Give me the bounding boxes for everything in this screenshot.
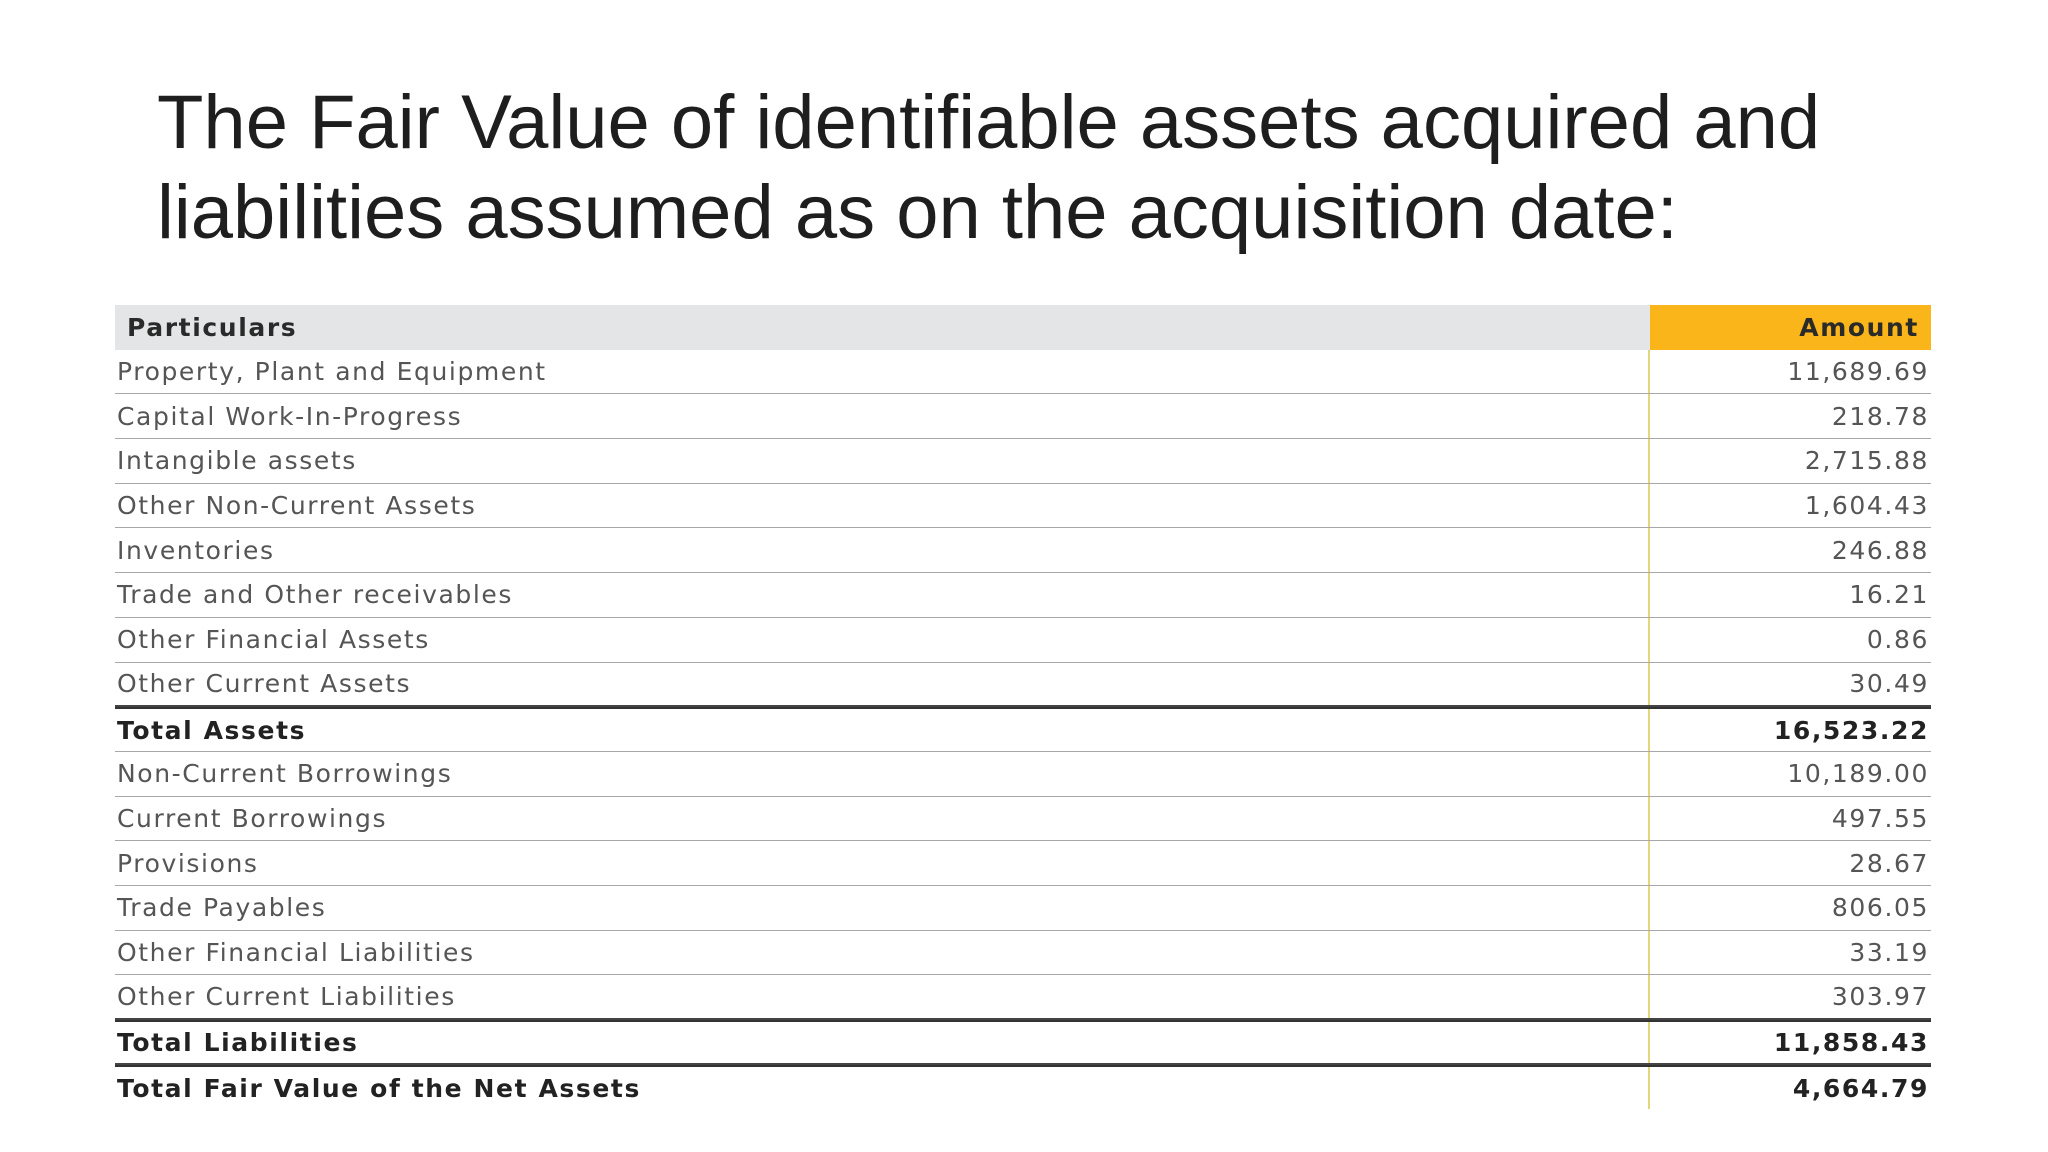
row-label: Total Fair Value of the Net Assets — [115, 1066, 1650, 1110]
table-row: Trade and Other receivables 16.21 — [115, 573, 1931, 618]
row-label: Trade Payables — [115, 885, 1650, 930]
row-label: Current Borrowings — [115, 796, 1650, 841]
table-row: Other Financial Liabilities 33.19 — [115, 930, 1931, 976]
row-label: Total Assets — [115, 709, 1650, 751]
table-row: Other Non-Current Assets 1,604.43 — [115, 483, 1931, 529]
row-label: Other Financial Liabilities — [115, 930, 1650, 975]
row-label: Total Liabilities — [115, 1022, 1650, 1063]
slide-title: The Fair Value of identifiable assets ac… — [157, 78, 1957, 258]
table-row: Non-Current Borrowings 10,189.00 — [115, 751, 1931, 797]
header-amount: Amount — [1650, 305, 1931, 350]
row-amount: 497.55 — [1831, 803, 1929, 833]
row-label: Intangible assets — [115, 439, 1650, 483]
row-amount: 16,523.22 — [1773, 715, 1929, 745]
table-row: Inventories 246.88 — [115, 528, 1931, 574]
row-amount: 16.21 — [1849, 580, 1929, 610]
table-row: Other Current Assets 30.49 — [115, 662, 1931, 708]
row-amount: 218.78 — [1831, 401, 1929, 431]
row-amount: 2,715.88 — [1804, 446, 1929, 476]
row-amount: 0.86 — [1866, 625, 1929, 655]
table-row: Trade Payables 806.05 — [115, 885, 1931, 931]
row-label: Inventories — [115, 528, 1650, 573]
fair-value-table: Particulars Amount Property, Plant and E… — [115, 305, 1931, 1110]
row-label: Provisions — [115, 841, 1650, 885]
row-label: Capital Work-In-Progress — [115, 394, 1650, 439]
row-label: Other Current Liabilities — [115, 975, 1650, 1018]
row-amount: 4,664.79 — [1792, 1073, 1929, 1103]
row-amount: 33.19 — [1849, 937, 1929, 967]
table-row: Intangible assets 2,715.88 — [115, 439, 1931, 484]
table-row: Capital Work-In-Progress 218.78 — [115, 394, 1931, 440]
row-amount: 28.67 — [1849, 848, 1929, 878]
row-amount: 30.49 — [1849, 669, 1929, 699]
row-amount: 246.88 — [1831, 535, 1929, 565]
total-row: Total Fair Value of the Net Assets 4,664.… — [115, 1064, 1931, 1110]
row-amount: 10,189.00 — [1787, 759, 1929, 789]
table-row: Property, Plant and Equipment 11,689.69 — [115, 349, 1931, 395]
table-row: Current Borrowings 497.55 — [115, 796, 1931, 842]
header-particulars: Particulars — [115, 305, 1650, 350]
row-label: Property, Plant and Equipment — [115, 349, 1650, 394]
row-label: Other Financial Assets — [115, 617, 1650, 662]
row-amount: 1,604.43 — [1804, 491, 1929, 521]
title-line-2: liabilities assumed as on the acquisitio… — [157, 170, 1678, 255]
title-line-1: The Fair Value of identifiable assets ac… — [157, 80, 1821, 165]
row-amount: 303.97 — [1831, 982, 1929, 1012]
row-amount: 806.05 — [1831, 893, 1929, 923]
table-row: Provisions 28.67 — [115, 841, 1931, 886]
table-header: Particulars Amount — [115, 305, 1931, 350]
row-label: Other Non-Current Assets — [115, 483, 1650, 528]
table-row: Other Financial Assets 0.86 — [115, 617, 1931, 663]
row-amount: 11,689.69 — [1787, 357, 1929, 387]
row-amount: 11,858.43 — [1773, 1027, 1929, 1057]
row-label: Other Current Assets — [115, 662, 1650, 706]
row-label: Non-Current Borrowings — [115, 751, 1650, 796]
total-row: Total Liabilities 11,858.43 — [115, 1020, 1931, 1065]
total-row: Total Assets 16,523.22 — [115, 707, 1931, 752]
row-label: Trade and Other receivables — [115, 573, 1650, 617]
table-row: Other Current Liabilities 303.97 — [115, 975, 1931, 1020]
